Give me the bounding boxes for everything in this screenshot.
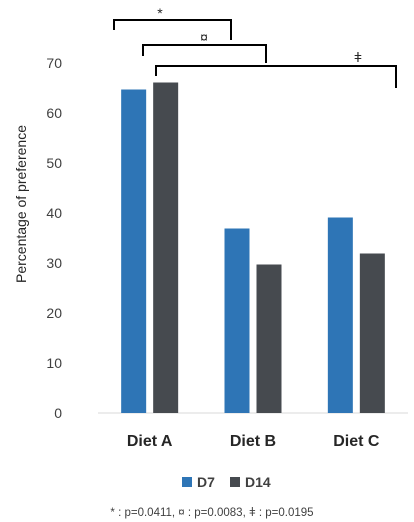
x-category-label: Diet C — [333, 433, 380, 450]
y-tick-label: 40 — [46, 205, 62, 221]
x-category-label: Diet A — [127, 433, 173, 450]
y-tick-label: 10 — [46, 355, 62, 371]
y-axis-label: Percentage of preference — [13, 125, 29, 283]
significance-brackets — [113, 19, 397, 88]
bar-d7-diet-a — [121, 89, 147, 413]
legend-swatch-d14 — [230, 477, 240, 487]
bar-d14-diet-a — [153, 82, 179, 413]
legend-swatch-d7 — [182, 477, 192, 487]
y-axis-ticks: 0 10 20 30 40 50 60 70 — [46, 55, 62, 421]
y-tick-label: 70 — [46, 55, 62, 71]
bracket-2 — [142, 44, 267, 63]
y-tick-label: 50 — [46, 155, 62, 171]
x-axis-categories: Diet A Diet B Diet C — [127, 433, 380, 450]
significance-symbol-2: ¤ — [200, 29, 208, 45]
legend-label-d14: D14 — [245, 474, 271, 490]
y-tick-label: 30 — [46, 255, 62, 271]
significance-symbol-3: ǂ — [354, 49, 362, 65]
y-tick-label: 0 — [54, 405, 62, 421]
bars-group — [121, 82, 385, 413]
bar-d14-diet-c — [359, 253, 385, 413]
y-tick-label: 20 — [46, 305, 62, 321]
bar-d7-diet-b — [224, 228, 250, 413]
p-value-footnote: * : p=0.0411, ¤ : p=0.0083, ǂ : p=0.0195 — [110, 507, 313, 519]
bar-d7-diet-c — [327, 217, 353, 413]
x-category-label: Diet B — [230, 433, 276, 450]
legend-label-d7: D7 — [197, 474, 215, 490]
bracket-1 — [113, 19, 232, 40]
y-tick-label: 60 — [46, 105, 62, 121]
bracket-3 — [155, 65, 397, 88]
bar-d14-diet-b — [256, 264, 282, 413]
legend: D7 D14 — [182, 474, 271, 490]
significance-symbol-1: * — [157, 5, 163, 21]
